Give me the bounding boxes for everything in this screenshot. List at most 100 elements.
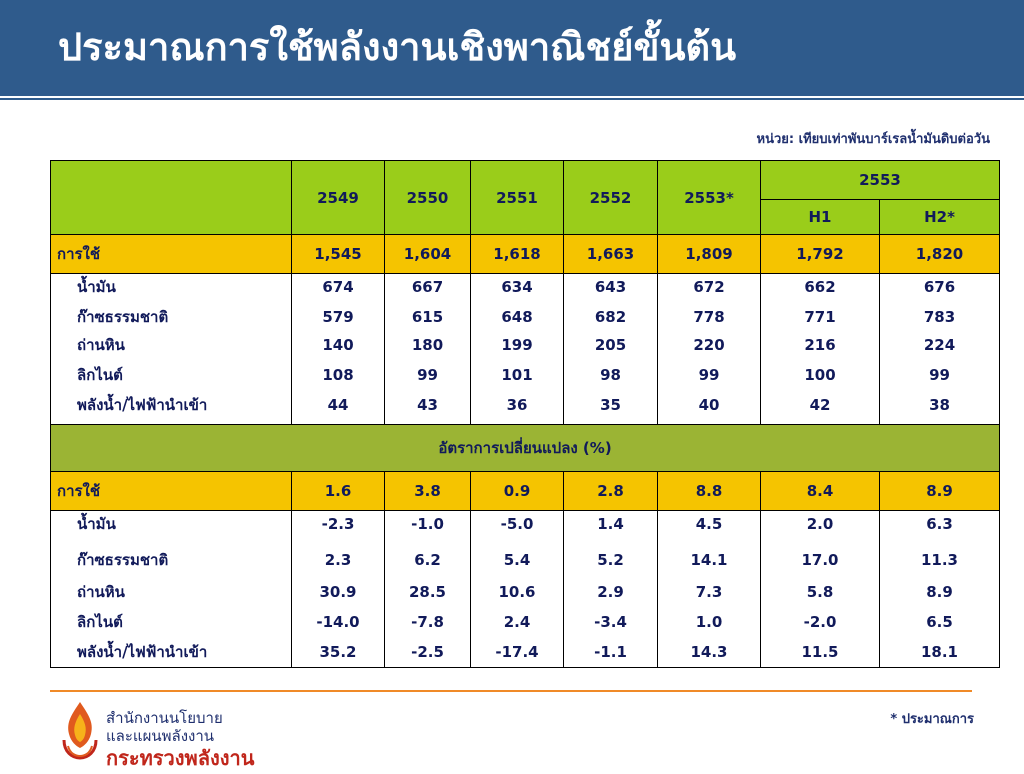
table-cell: 36	[506, 396, 528, 414]
row-labels-cell: น้ำมัน ก๊าซธรรมชาติ ถ่านหิน ลิกไนต์ พลังน้ำ/…	[50, 510, 292, 668]
row-label: การใช้	[50, 234, 292, 274]
table-cell: -2.3	[321, 515, 355, 533]
col-header-year: 2549	[291, 160, 385, 235]
table-cell: 224	[923, 336, 956, 354]
col-header-half: H1	[760, 199, 880, 235]
table-cell: 5.4	[503, 551, 531, 569]
table-cell: 634	[501, 278, 533, 296]
page-title: ประมาณการใช้พลังงานเชิงพาณิชย์ขั้นต้น	[58, 25, 737, 69]
row-label: พลังน้ำ/ไฟฟ้านำเข้า	[77, 643, 208, 661]
row-label: ลิกไนต์	[77, 366, 123, 384]
col-header-year: 2553*	[657, 160, 761, 235]
table-cell: -3.4	[594, 613, 627, 631]
table-cell: 35.2	[319, 643, 357, 661]
col-header-year: 2552	[563, 160, 658, 235]
table-cell: 199	[501, 336, 533, 354]
table-cell: 14.3	[690, 643, 728, 661]
table-cell: 1.6	[291, 471, 385, 511]
table-cell: 2.8	[563, 471, 658, 511]
flame-logo-icon	[62, 702, 98, 760]
unit-note: หน่วย: เทียบเท่าพันบาร์เรลน้ำมันดิบต่อวั…	[756, 132, 990, 147]
table-cell: 783	[923, 308, 956, 326]
table-cell: 17.0	[801, 551, 839, 569]
table-cell: -1.0	[411, 515, 444, 533]
table-cell: -7.8	[411, 613, 444, 631]
table-cell: 216	[804, 336, 836, 354]
col-group-header: 2553	[760, 160, 1000, 200]
table-cell: 667	[411, 278, 444, 296]
value-column-cell: 672 778 220 99 40	[657, 273, 761, 425]
row-label: ลิกไนต์	[77, 613, 123, 631]
table-cell: 7.3	[695, 583, 723, 601]
table-cell: 643	[594, 278, 627, 296]
table-cell: 1,792	[760, 234, 880, 274]
table-cell: 2.3	[324, 551, 352, 569]
org-name-line2: และแผนพลังงาน	[106, 727, 215, 745]
table-cell: 0.9	[470, 471, 564, 511]
table-cell: 674	[322, 278, 354, 296]
org-name-line1: สำนักงานนโยบาย	[106, 709, 223, 727]
table-cell: 30.9	[319, 583, 357, 601]
table-cell: 18.1	[920, 643, 958, 661]
table-cell: -1.1	[594, 643, 627, 661]
table-cell: 1,663	[563, 234, 658, 274]
table-cell: 5.8	[806, 583, 834, 601]
table-cell: 1.0	[695, 613, 723, 631]
section-label: อัตราการเปลี่ยนแปลง (%)	[50, 424, 1000, 472]
col-header-half: H2*	[879, 199, 1000, 235]
value-column-cell: -2.3 2.3 30.9 -14.0 35.2	[291, 510, 385, 668]
table-cell: 662	[804, 278, 836, 296]
value-column-cell: 1.4 5.2 2.9 -3.4 -1.1	[563, 510, 658, 668]
value-column-cell: 634 648 199 101 36	[470, 273, 564, 425]
energy-table: 2549 2550 2551 2552 2553* 2553 H1 H2* กา…	[50, 160, 1000, 668]
table-cell: -2.0	[803, 613, 837, 631]
table-cell: 35	[600, 396, 621, 414]
value-column-cell: 662 771 216 100 42	[760, 273, 880, 425]
ministry-name: กระทรวงพลังงาน	[106, 746, 255, 770]
table-cell: 6.2	[414, 551, 441, 569]
table-cell: 1.4	[597, 515, 624, 533]
row-label: น้ำมัน	[77, 278, 116, 296]
table-cell: -2.5	[411, 643, 444, 661]
value-column-cell: -1.0 6.2 28.5 -7.8 -2.5	[384, 510, 471, 668]
table-cell: 2.4	[503, 613, 531, 631]
table-cell: 43	[417, 396, 438, 414]
table-cell: 5.2	[597, 551, 624, 569]
table-cell: 8.8	[657, 471, 761, 511]
value-column-cell: -5.0 5.4 10.6 2.4 -17.4	[470, 510, 564, 668]
consumption-breakdown: น้ำมัน ก๊าซธรรมชาติ ถ่านหิน ลิกไนต์ พลังน้ำ/…	[50, 273, 1000, 425]
table-cell: 101	[501, 366, 533, 384]
table-cell: 11.5	[801, 643, 839, 661]
table-cell: 11.3	[920, 551, 958, 569]
table-cell: 99	[417, 366, 438, 384]
row-label: ก๊าซธรรมชาติ	[77, 308, 169, 326]
table-cell: 771	[804, 308, 836, 326]
table-cell: 676	[923, 278, 956, 296]
table-cell: 8.9	[879, 471, 1000, 511]
row-label: น้ำมัน	[77, 515, 116, 533]
table-cell: 28.5	[408, 583, 446, 601]
table-cell: -17.4	[495, 643, 539, 661]
table-cell: 99	[698, 366, 720, 384]
change-breakdown: น้ำมัน ก๊าซธรรมชาติ ถ่านหิน ลิกไนต์ พลังน้ำ/…	[50, 510, 1000, 668]
table-cell: 220	[693, 336, 725, 354]
value-column-cell: 4.5 14.1 7.3 1.0 14.3	[657, 510, 761, 668]
table-cell: 14.1	[690, 551, 728, 569]
table-cell: 2.9	[597, 583, 624, 601]
total-row: การใช้ 1.6 3.8 0.9 2.8 8.8 8.4 8.9	[50, 471, 1000, 511]
col-header-year: 2550	[384, 160, 471, 235]
table-cell: 682	[594, 308, 627, 326]
table-cell: 44	[327, 396, 349, 414]
table-cell: 1,809	[657, 234, 761, 274]
table-cell: 98	[600, 366, 621, 384]
section-row: อัตราการเปลี่ยนแปลง (%)	[50, 424, 1000, 472]
table-cell: 615	[411, 308, 444, 326]
value-column-cell: 674 579 140 108 44	[291, 273, 385, 425]
title-divider-thin	[0, 98, 1024, 100]
table-cell: 1,604	[384, 234, 471, 274]
table-cell: 8.9	[926, 583, 953, 601]
table-cell: 100	[804, 366, 836, 384]
row-label: ก๊าซธรรมชาติ	[77, 551, 169, 569]
row-label: พลังน้ำ/ไฟฟ้านำเข้า	[77, 396, 208, 414]
value-column-cell: 643 682 205 98 35	[563, 273, 658, 425]
